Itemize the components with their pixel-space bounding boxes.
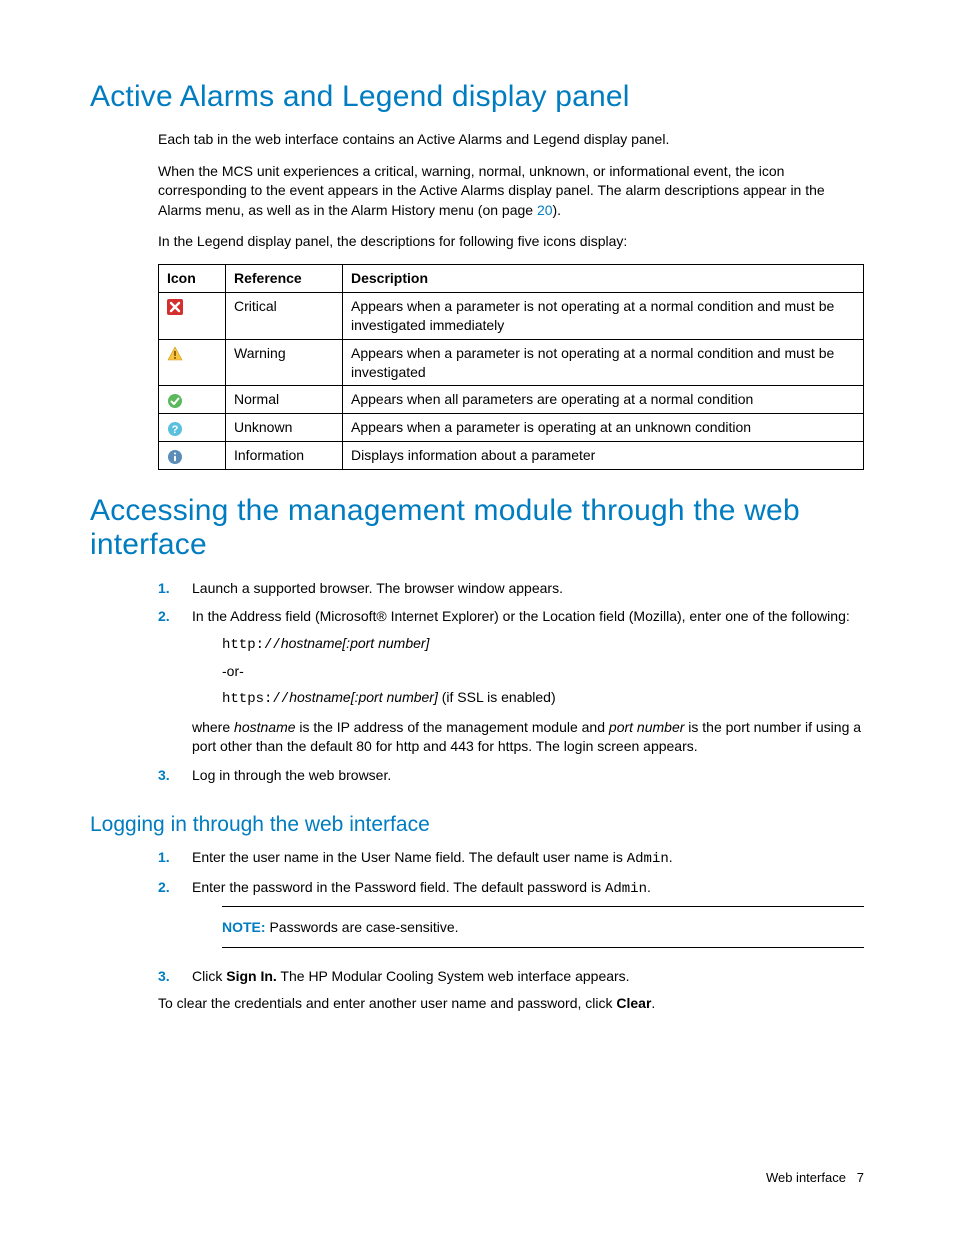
normal-icon [167, 393, 183, 409]
reference-cell: Information [226, 442, 343, 470]
code-line: http://hostname[:port number] [222, 633, 864, 655]
table-row: Warning Appears when a parameter is not … [159, 339, 864, 386]
code-text: http:// [222, 637, 281, 653]
heading-active-alarms: Active Alarms and Legend display panel [90, 80, 864, 114]
code-line: https://hostname[:port number] (if SSL i… [222, 687, 864, 709]
text-line: -or- [222, 661, 864, 681]
text: The HP Modular Cooling System web interf… [277, 968, 630, 984]
heading-accessing: Accessing the management module through … [90, 494, 864, 562]
document-page: Active Alarms and Legend display panel E… [0, 0, 954, 1235]
paragraph: To clear the credentials and enter anoth… [158, 994, 864, 1014]
text: is the IP address of the management modu… [296, 719, 609, 735]
code-text: Admin [605, 881, 647, 897]
table-header-row: Icon Reference Description [159, 264, 864, 292]
text: ). [553, 202, 562, 218]
access-steps: Launch a supported browser. The browser … [158, 578, 864, 785]
bold-text: Clear [616, 995, 651, 1011]
description-cell: Displays information about a parameter [343, 442, 864, 470]
description-cell: Appears when a parameter is not operatin… [343, 339, 864, 386]
section-body: Each tab in the web interface contains a… [158, 130, 864, 470]
text: To clear the credentials and enter anoth… [158, 995, 616, 1011]
col-header-description: Description [343, 264, 864, 292]
reference-cell: Warning [226, 339, 343, 386]
col-header-icon: Icon [159, 264, 226, 292]
code-italic: hostname[:port number] [281, 635, 430, 651]
table-row: Information Displays information about a… [159, 442, 864, 470]
note-box: NOTE: Passwords are case-sensitive. [222, 906, 864, 948]
svg-text:?: ? [172, 424, 179, 436]
italic-text: hostname [234, 719, 295, 735]
page-link[interactable]: 20 [537, 202, 553, 218]
critical-icon [167, 299, 183, 315]
information-icon [167, 449, 183, 465]
step-item: Click Sign In. The HP Modular Cooling Sy… [158, 966, 864, 986]
text: Enter the user name in the User Name fie… [192, 849, 627, 865]
warning-icon [167, 346, 183, 362]
reference-cell: Unknown [226, 414, 343, 442]
reference-cell: Critical [226, 292, 343, 339]
table-row: ? Unknown Appears when a parameter is op… [159, 414, 864, 442]
note-text: Passwords are case-sensitive. [266, 919, 459, 935]
text: Click [192, 968, 226, 984]
reference-cell: Normal [226, 386, 343, 414]
table-row: Normal Appears when all parameters are o… [159, 386, 864, 414]
code-text: Admin [627, 851, 669, 867]
icon-cell [159, 386, 226, 414]
step-item: Launch a supported browser. The browser … [158, 578, 864, 598]
paragraph: When the MCS unit experiences a critical… [158, 162, 864, 221]
footer-page-number: 7 [857, 1170, 864, 1185]
icon-cell: ? [159, 414, 226, 442]
heading-logging-in: Logging in through the web interface [90, 813, 864, 837]
italic-text: port number [609, 719, 684, 735]
paragraph: In the Legend display panel, the descrip… [158, 232, 864, 252]
icon-cell [159, 442, 226, 470]
description-cell: Appears when a parameter is not operatin… [343, 292, 864, 339]
step-item: Enter the user name in the User Name fie… [158, 847, 864, 869]
step-item: In the Address field (Microsoft® Interne… [158, 606, 864, 756]
description-cell: Appears when a parameter is operating at… [343, 414, 864, 442]
table-row: Critical Appears when a parameter is not… [159, 292, 864, 339]
description-cell: Appears when all parameters are operatin… [343, 386, 864, 414]
code-text: https:// [222, 691, 289, 707]
text: (if SSL is enabled) [438, 689, 556, 705]
login-steps: Enter the user name in the User Name fie… [158, 847, 864, 986]
text: . [669, 849, 673, 865]
paragraph: where hostname is the IP address of the … [192, 718, 864, 757]
step-item: Log in through the web browser. [158, 765, 864, 785]
page-footer: Web interface 7 [766, 1170, 864, 1185]
text: When the MCS unit experiences a critical… [158, 163, 825, 218]
unknown-icon: ? [167, 421, 183, 437]
note-label: NOTE: [222, 919, 266, 935]
col-header-reference: Reference [226, 264, 343, 292]
text: Enter the password in the Password field… [192, 879, 605, 895]
step-item: Enter the password in the Password field… [158, 877, 864, 948]
text: . [647, 879, 651, 895]
legend-table: Icon Reference Description Critical Appe… [158, 264, 864, 470]
code-italic: hostname[:port number] [289, 689, 438, 705]
text: where [192, 719, 234, 735]
footer-label: Web interface [766, 1170, 846, 1185]
icon-cell [159, 339, 226, 386]
text: In the Address field (Microsoft® Interne… [192, 608, 850, 624]
text: . [651, 995, 655, 1011]
icon-cell [159, 292, 226, 339]
paragraph: Each tab in the web interface contains a… [158, 130, 864, 150]
bold-text: Sign In. [226, 968, 277, 984]
